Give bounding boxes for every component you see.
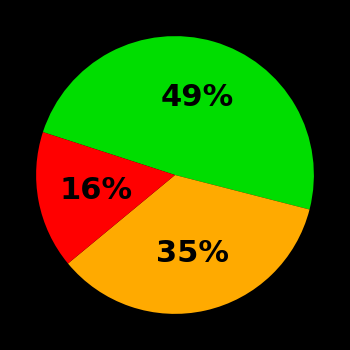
Wedge shape bbox=[68, 175, 309, 314]
Text: 16%: 16% bbox=[59, 176, 132, 205]
Text: 49%: 49% bbox=[161, 83, 234, 112]
Wedge shape bbox=[43, 36, 314, 210]
Wedge shape bbox=[36, 132, 175, 264]
Text: 35%: 35% bbox=[156, 239, 229, 268]
